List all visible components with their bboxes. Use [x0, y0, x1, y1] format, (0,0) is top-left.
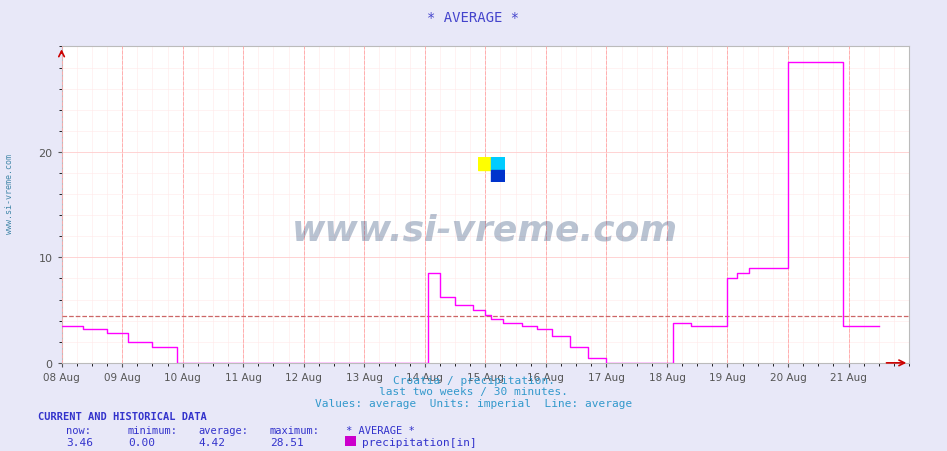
Bar: [478, 158, 491, 170]
Text: CURRENT AND HISTORICAL DATA: CURRENT AND HISTORICAL DATA: [38, 411, 206, 421]
Text: Croatia / precipitation.: Croatia / precipitation.: [392, 375, 555, 385]
Text: maximum:: maximum:: [270, 425, 320, 435]
Text: average:: average:: [199, 425, 249, 435]
Text: www.si-vreme.com: www.si-vreme.com: [5, 154, 14, 234]
Text: minimum:: minimum:: [128, 425, 178, 435]
Text: * AVERAGE *: * AVERAGE *: [346, 425, 415, 435]
Text: Values: average  Units: imperial  Line: average: Values: average Units: imperial Line: av…: [314, 398, 633, 408]
Text: 4.42: 4.42: [199, 437, 226, 446]
Text: * AVERAGE *: * AVERAGE *: [427, 11, 520, 25]
Bar: [491, 170, 505, 183]
Text: 28.51: 28.51: [270, 437, 304, 446]
Text: www.si-vreme.com: www.si-vreme.com: [293, 213, 678, 248]
Text: 0.00: 0.00: [128, 437, 155, 446]
Text: last two weeks / 30 minutes.: last two weeks / 30 minutes.: [379, 387, 568, 396]
Text: precipitation[in]: precipitation[in]: [362, 437, 476, 446]
Text: now:: now:: [66, 425, 91, 435]
Bar: [491, 158, 505, 170]
Text: 3.46: 3.46: [66, 437, 94, 446]
